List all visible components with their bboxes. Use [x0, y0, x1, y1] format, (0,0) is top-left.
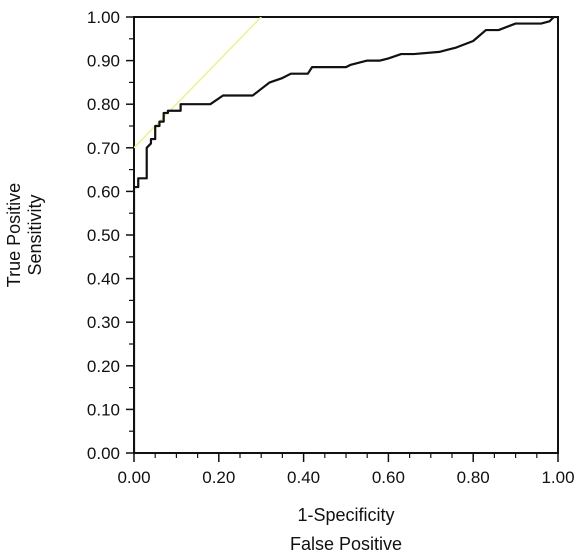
x-axis-title-line-2: False Positive [290, 534, 402, 554]
x-tick-label: 0.60 [372, 468, 405, 487]
y-tick-label: 0.40 [87, 270, 120, 289]
y-tick-label: 1.00 [87, 8, 120, 27]
x-tick-label: 0.80 [457, 468, 490, 487]
y-tick-label: 0.90 [87, 52, 120, 71]
y-tick-label: 0.60 [87, 182, 120, 201]
y-tick-label: 0.50 [87, 226, 120, 245]
x-axis-ticks: 0.00 0.20 0.40 0.60 0.80 1.00 [117, 453, 575, 487]
y-axis-title-line-2: Sensitivity [25, 194, 45, 275]
roc-curve [134, 17, 558, 453]
x-tick-label: 1.00 [541, 468, 574, 487]
series-layer [134, 17, 558, 453]
y-tick-label: 0.10 [87, 400, 120, 419]
y-tick-label: 0.70 [87, 139, 120, 158]
y-tick-label: 0.00 [87, 444, 120, 463]
reference-line [134, 17, 262, 149]
x-tick-label: 0.40 [287, 468, 320, 487]
y-tick-label: 0.30 [87, 313, 120, 332]
x-tick-label: 0.00 [117, 468, 150, 487]
x-axis-title-line-1: 1-Specificity [297, 505, 394, 525]
y-axis-title-line-1: True Positive [4, 183, 24, 287]
y-tick-label: 0.20 [87, 357, 120, 376]
y-tick-label: 0.80 [87, 95, 120, 114]
x-tick-label: 0.20 [202, 468, 235, 487]
y-axis-ticks: 0.00 0.10 0.20 0.30 0.40 0.50 0.60 0.70 0.80 0.90… [87, 8, 134, 463]
